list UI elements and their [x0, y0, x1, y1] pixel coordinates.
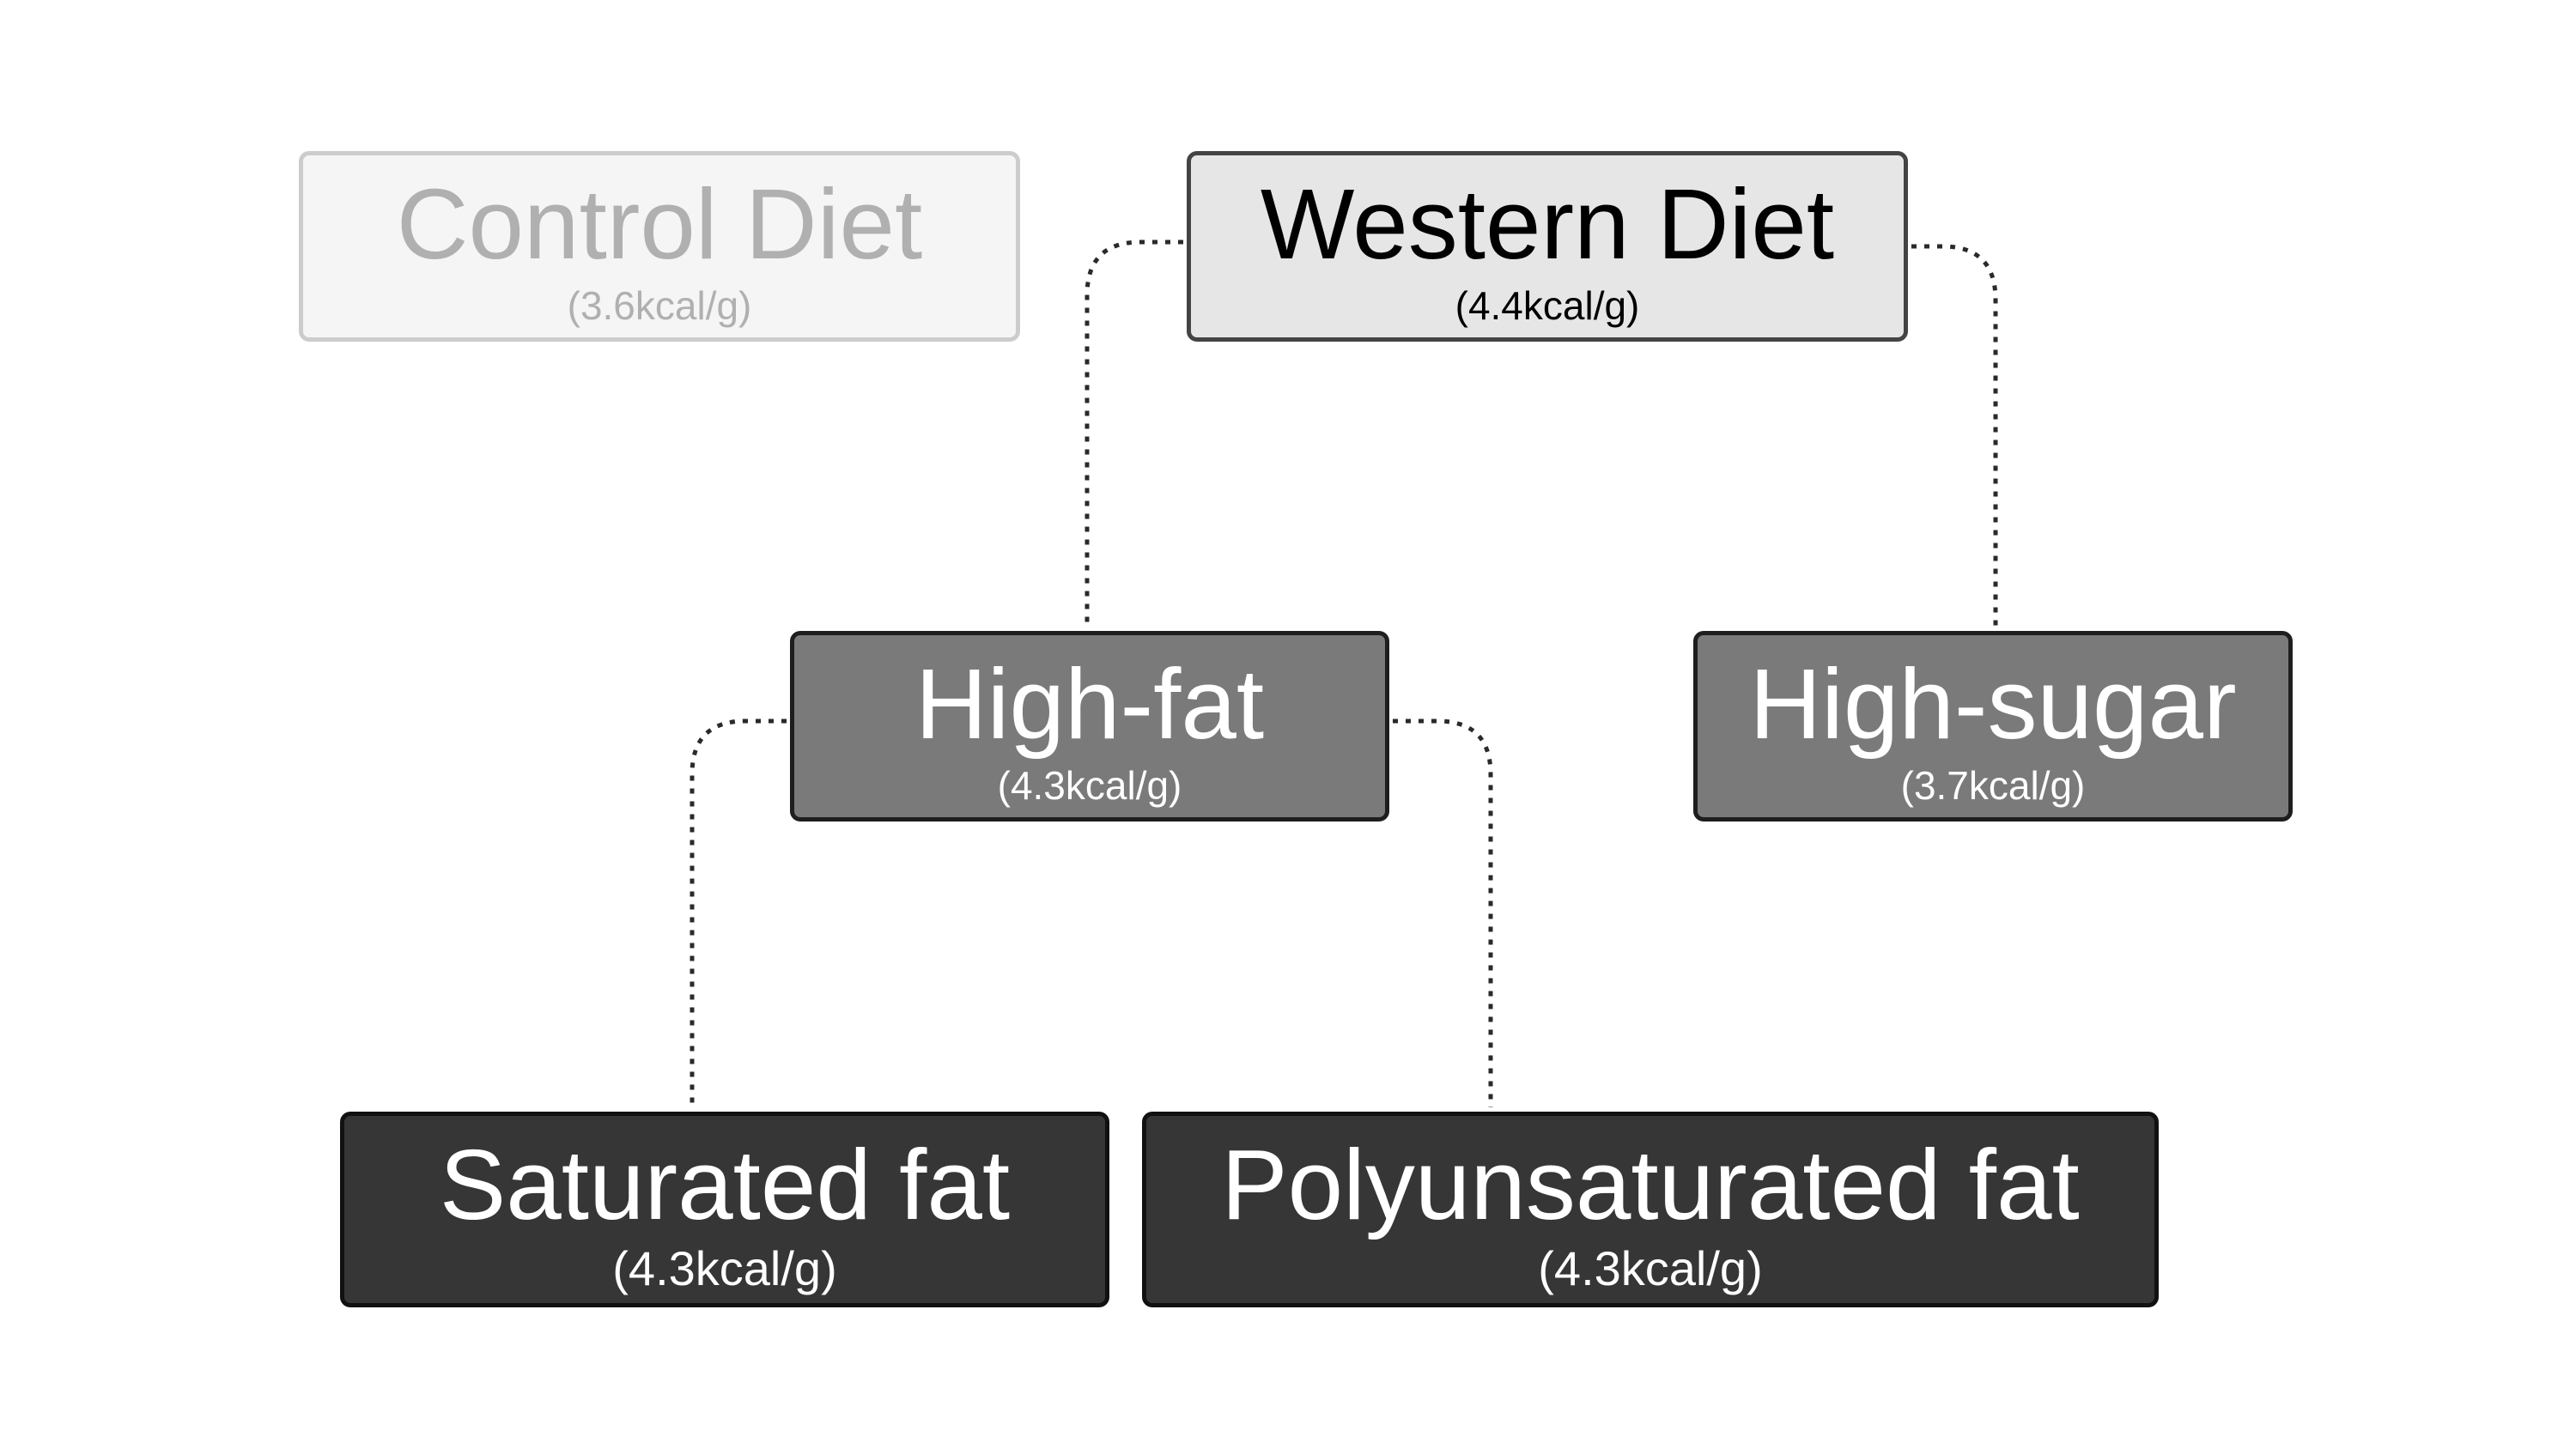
node-polyunsaturated-fat: Polyunsaturated fat (4.3kcal/g) — [1142, 1112, 2159, 1307]
node-saturated-fat: Saturated fat (4.3kcal/g) — [340, 1112, 1109, 1307]
node-high-sugar: High-sugar (3.7kcal/g) — [1693, 631, 2293, 822]
node-title: Saturated fat — [439, 1129, 1011, 1240]
node-title: Polyunsaturated fat — [1221, 1129, 2080, 1240]
node-title: Western Diet — [1260, 168, 1835, 280]
connector-western-highfat — [1084, 239, 1183, 627]
node-energy-density: (3.6kcal/g) — [567, 283, 752, 328]
node-energy-density: (4.4kcal/g) — [1455, 283, 1640, 328]
connector-highfat-saturated — [690, 718, 787, 1107]
connector-western-highsugar — [1911, 244, 1998, 627]
node-title: Control Diet — [396, 168, 923, 280]
node-control-diet: Control Diet (3.6kcal/g) — [299, 151, 1020, 342]
node-title: High-fat — [914, 648, 1265, 760]
node-high-fat: High-fat (4.3kcal/g) — [790, 631, 1389, 822]
node-energy-density: (4.3kcal/g) — [1538, 1241, 1763, 1295]
node-energy-density: (4.3kcal/g) — [612, 1241, 837, 1295]
node-energy-density: (3.7kcal/g) — [1900, 763, 2086, 808]
node-western-diet: Western Diet (4.4kcal/g) — [1187, 151, 1908, 342]
connector-highfat-polyunsaturated — [1393, 718, 1493, 1107]
node-title: High-sugar — [1749, 648, 2237, 760]
node-energy-density: (4.3kcal/g) — [997, 763, 1182, 808]
